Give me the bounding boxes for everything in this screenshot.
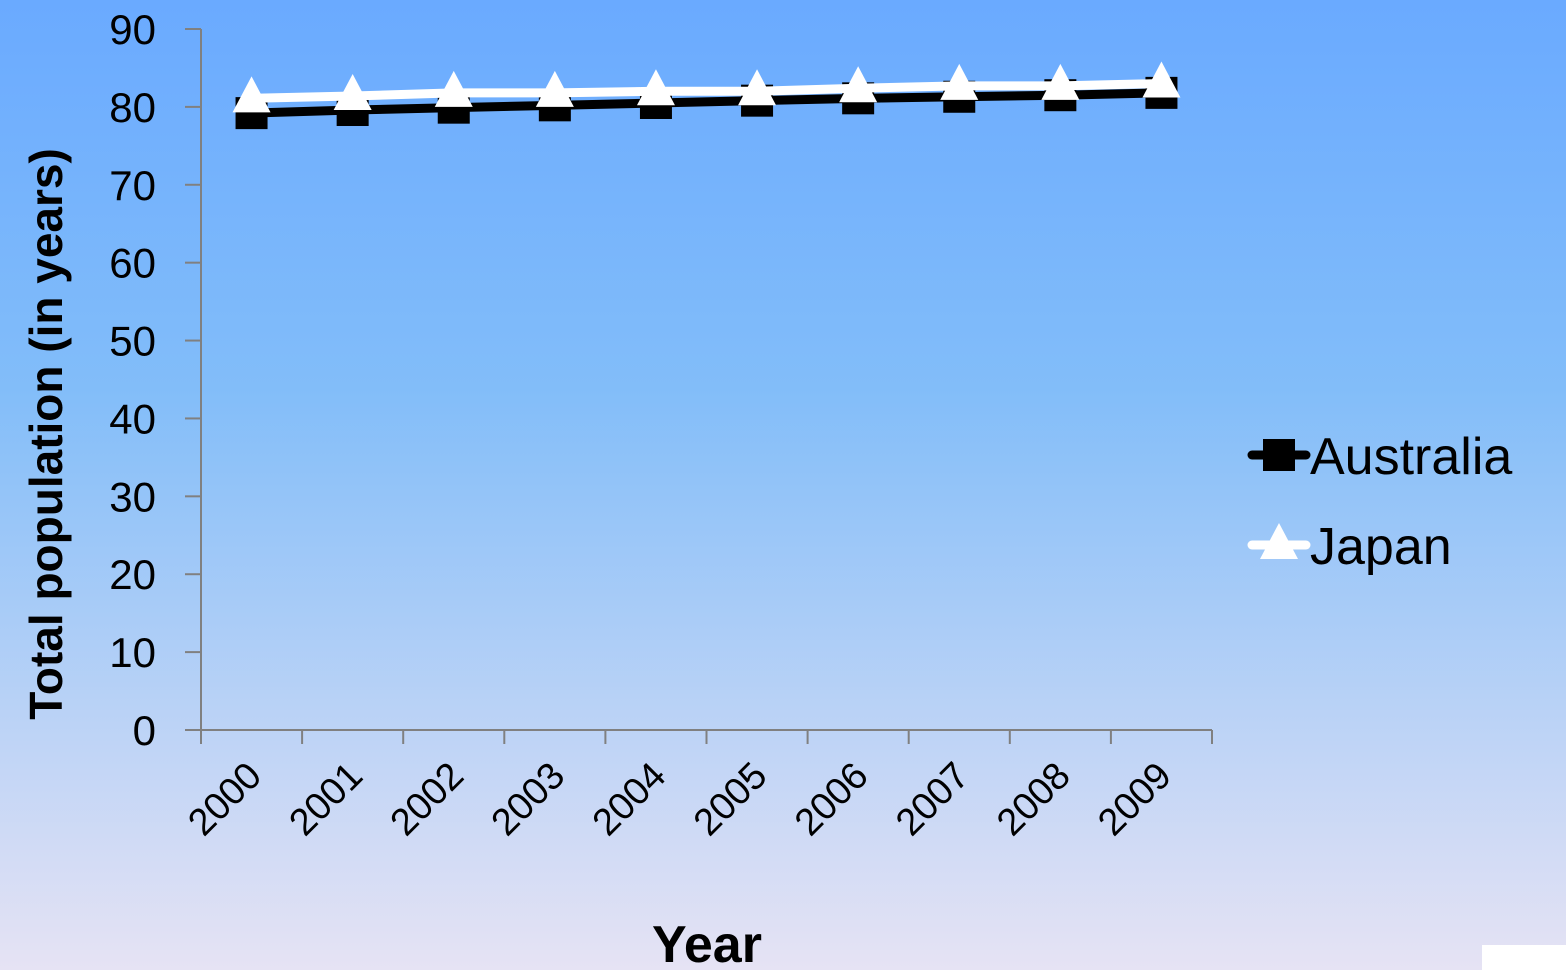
data-point-japan xyxy=(434,70,473,107)
chart-legend: Australia Japan xyxy=(1247,428,1512,576)
x-tick-label: 2005 xyxy=(686,755,775,844)
data-point-japan xyxy=(535,70,574,107)
y-tick-label: 70 xyxy=(109,162,156,209)
legend-item-australia: Australia xyxy=(1247,428,1512,486)
legend-item-japan: Japan xyxy=(1247,518,1452,576)
legend-label-japan: Japan xyxy=(1310,518,1452,576)
x-tick-label: 2002 xyxy=(383,755,472,844)
data-point-japan xyxy=(1142,61,1181,98)
data-point-japan xyxy=(1041,63,1080,100)
x-tick-label: 2006 xyxy=(787,755,876,844)
data-point-japan xyxy=(333,73,372,110)
legend-marker-australia xyxy=(1263,439,1295,471)
y-tick-label: 0 xyxy=(133,707,156,754)
x-tick-label: 2004 xyxy=(585,755,674,844)
series-line-australia xyxy=(247,88,1166,118)
data-point-japan xyxy=(738,69,777,106)
corner-patch xyxy=(1482,945,1566,970)
chart-axes xyxy=(185,28,1213,744)
data-point-japan xyxy=(839,66,878,103)
x-tick-label: 2001 xyxy=(282,755,371,844)
y-tick-label: 20 xyxy=(109,551,156,598)
y-tick-label: 10 xyxy=(109,629,156,676)
x-axis-label: Year xyxy=(652,916,762,970)
x-tick-labels: 2000 2001 2002 2003 2004 2005 2006 2007 2008 2009 xyxy=(180,755,1179,844)
y-tick-label: 30 xyxy=(109,473,156,520)
series-japan xyxy=(232,61,1181,113)
x-tick-label: 2008 xyxy=(989,755,1078,844)
y-tick-labels: 0 10 20 30 40 50 60 70 80 90 xyxy=(109,6,156,754)
x-tick-label: 2000 xyxy=(180,755,269,844)
y-tick-label: 40 xyxy=(109,395,156,442)
data-point-japan xyxy=(232,76,271,113)
x-tick-label: 2007 xyxy=(888,755,977,844)
y-tick-label: 60 xyxy=(109,240,156,287)
x-tick-label: 2009 xyxy=(1090,755,1179,844)
y-tick-label: 90 xyxy=(109,6,156,53)
series-line-japan xyxy=(247,79,1166,103)
y-tick-label: 80 xyxy=(109,84,156,131)
x-tick-label: 2003 xyxy=(484,755,573,844)
legend-label-australia: Australia xyxy=(1310,428,1512,486)
series-layer xyxy=(232,61,1181,130)
data-point-japan xyxy=(940,63,979,100)
y-axis-label: Total population (in years) xyxy=(20,148,72,720)
data-point-japan xyxy=(636,69,675,106)
y-tick-label: 50 xyxy=(109,318,156,365)
legend-marker-japan xyxy=(1260,523,1298,559)
